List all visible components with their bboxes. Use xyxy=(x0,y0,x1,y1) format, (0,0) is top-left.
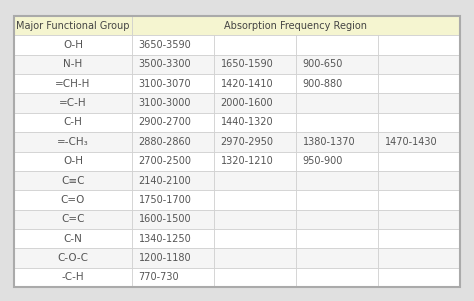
FancyBboxPatch shape xyxy=(378,35,460,55)
FancyBboxPatch shape xyxy=(296,248,378,268)
FancyBboxPatch shape xyxy=(214,35,296,55)
FancyBboxPatch shape xyxy=(132,171,214,190)
FancyBboxPatch shape xyxy=(14,113,132,132)
Text: O-H: O-H xyxy=(63,156,83,166)
FancyBboxPatch shape xyxy=(132,74,214,93)
Text: 2970-2950: 2970-2950 xyxy=(220,137,273,147)
FancyBboxPatch shape xyxy=(132,151,214,171)
Text: 900-880: 900-880 xyxy=(302,79,343,89)
FancyBboxPatch shape xyxy=(378,171,460,190)
Text: O-H: O-H xyxy=(63,40,83,50)
FancyBboxPatch shape xyxy=(214,74,296,93)
Text: 2880-2860: 2880-2860 xyxy=(138,137,191,147)
FancyBboxPatch shape xyxy=(296,268,378,287)
FancyBboxPatch shape xyxy=(14,93,132,113)
Text: 1420-1410: 1420-1410 xyxy=(220,79,273,89)
FancyBboxPatch shape xyxy=(378,209,460,229)
FancyBboxPatch shape xyxy=(378,93,460,113)
FancyBboxPatch shape xyxy=(14,209,132,229)
Text: =C-H: =C-H xyxy=(59,98,87,108)
FancyBboxPatch shape xyxy=(14,74,132,93)
FancyBboxPatch shape xyxy=(378,190,460,209)
FancyBboxPatch shape xyxy=(14,132,132,151)
FancyBboxPatch shape xyxy=(214,209,296,229)
Text: C=O: C=O xyxy=(61,195,85,205)
FancyBboxPatch shape xyxy=(14,171,132,190)
FancyBboxPatch shape xyxy=(214,55,296,74)
FancyBboxPatch shape xyxy=(14,229,132,248)
Text: 1440-1320: 1440-1320 xyxy=(220,117,273,127)
FancyBboxPatch shape xyxy=(132,113,214,132)
Text: 1200-1180: 1200-1180 xyxy=(138,253,191,263)
Text: 900-650: 900-650 xyxy=(302,59,343,70)
FancyBboxPatch shape xyxy=(14,248,132,268)
Text: 1320-1210: 1320-1210 xyxy=(220,156,273,166)
Text: C≡C: C≡C xyxy=(61,175,85,185)
FancyBboxPatch shape xyxy=(296,209,378,229)
FancyBboxPatch shape xyxy=(378,248,460,268)
FancyBboxPatch shape xyxy=(14,55,132,74)
FancyBboxPatch shape xyxy=(14,151,132,171)
FancyBboxPatch shape xyxy=(14,16,460,287)
FancyBboxPatch shape xyxy=(214,268,296,287)
FancyBboxPatch shape xyxy=(296,74,378,93)
Text: C-O-C: C-O-C xyxy=(57,253,89,263)
FancyBboxPatch shape xyxy=(214,113,296,132)
Text: Major Functional Group: Major Functional Group xyxy=(16,21,130,31)
FancyBboxPatch shape xyxy=(378,132,460,151)
FancyBboxPatch shape xyxy=(214,248,296,268)
FancyBboxPatch shape xyxy=(132,209,214,229)
FancyBboxPatch shape xyxy=(296,132,378,151)
Text: 2140-2100: 2140-2100 xyxy=(138,175,191,185)
FancyBboxPatch shape xyxy=(296,229,378,248)
FancyBboxPatch shape xyxy=(378,151,460,171)
FancyBboxPatch shape xyxy=(378,229,460,248)
FancyBboxPatch shape xyxy=(296,113,378,132)
FancyBboxPatch shape xyxy=(132,268,214,287)
FancyBboxPatch shape xyxy=(214,151,296,171)
Text: 1470-1430: 1470-1430 xyxy=(384,137,437,147)
Text: 1750-1700: 1750-1700 xyxy=(138,195,191,205)
FancyBboxPatch shape xyxy=(214,93,296,113)
FancyBboxPatch shape xyxy=(214,190,296,209)
FancyBboxPatch shape xyxy=(296,55,378,74)
Text: 2000-1600: 2000-1600 xyxy=(220,98,273,108)
Text: 770-730: 770-730 xyxy=(138,272,179,282)
FancyBboxPatch shape xyxy=(132,248,214,268)
Text: 2700-2500: 2700-2500 xyxy=(138,156,191,166)
FancyBboxPatch shape xyxy=(132,229,214,248)
Text: =-CH₃: =-CH₃ xyxy=(57,137,89,147)
FancyBboxPatch shape xyxy=(132,190,214,209)
Text: C-H: C-H xyxy=(64,117,82,127)
FancyBboxPatch shape xyxy=(132,35,214,55)
FancyBboxPatch shape xyxy=(378,55,460,74)
FancyBboxPatch shape xyxy=(296,93,378,113)
FancyBboxPatch shape xyxy=(214,229,296,248)
FancyBboxPatch shape xyxy=(296,190,378,209)
Text: N-H: N-H xyxy=(64,59,82,70)
FancyBboxPatch shape xyxy=(14,35,132,55)
FancyBboxPatch shape xyxy=(214,132,296,151)
FancyBboxPatch shape xyxy=(214,171,296,190)
Text: 2900-2700: 2900-2700 xyxy=(138,117,191,127)
Text: 950-900: 950-900 xyxy=(302,156,343,166)
Text: =CH-H: =CH-H xyxy=(55,79,91,89)
FancyBboxPatch shape xyxy=(14,268,132,287)
Text: 1340-1250: 1340-1250 xyxy=(138,234,191,244)
FancyBboxPatch shape xyxy=(132,16,460,35)
Text: 1650-1590: 1650-1590 xyxy=(220,59,273,70)
FancyBboxPatch shape xyxy=(296,151,378,171)
FancyBboxPatch shape xyxy=(14,16,132,35)
FancyBboxPatch shape xyxy=(378,268,460,287)
Text: C-N: C-N xyxy=(64,234,82,244)
Text: Absorption Frequency Region: Absorption Frequency Region xyxy=(225,21,367,31)
FancyBboxPatch shape xyxy=(132,93,214,113)
FancyBboxPatch shape xyxy=(378,113,460,132)
Text: 3100-3070: 3100-3070 xyxy=(138,79,191,89)
FancyBboxPatch shape xyxy=(132,55,214,74)
Text: C=C: C=C xyxy=(61,214,85,224)
Text: 1600-1500: 1600-1500 xyxy=(138,214,191,224)
FancyBboxPatch shape xyxy=(14,190,132,209)
FancyBboxPatch shape xyxy=(132,132,214,151)
